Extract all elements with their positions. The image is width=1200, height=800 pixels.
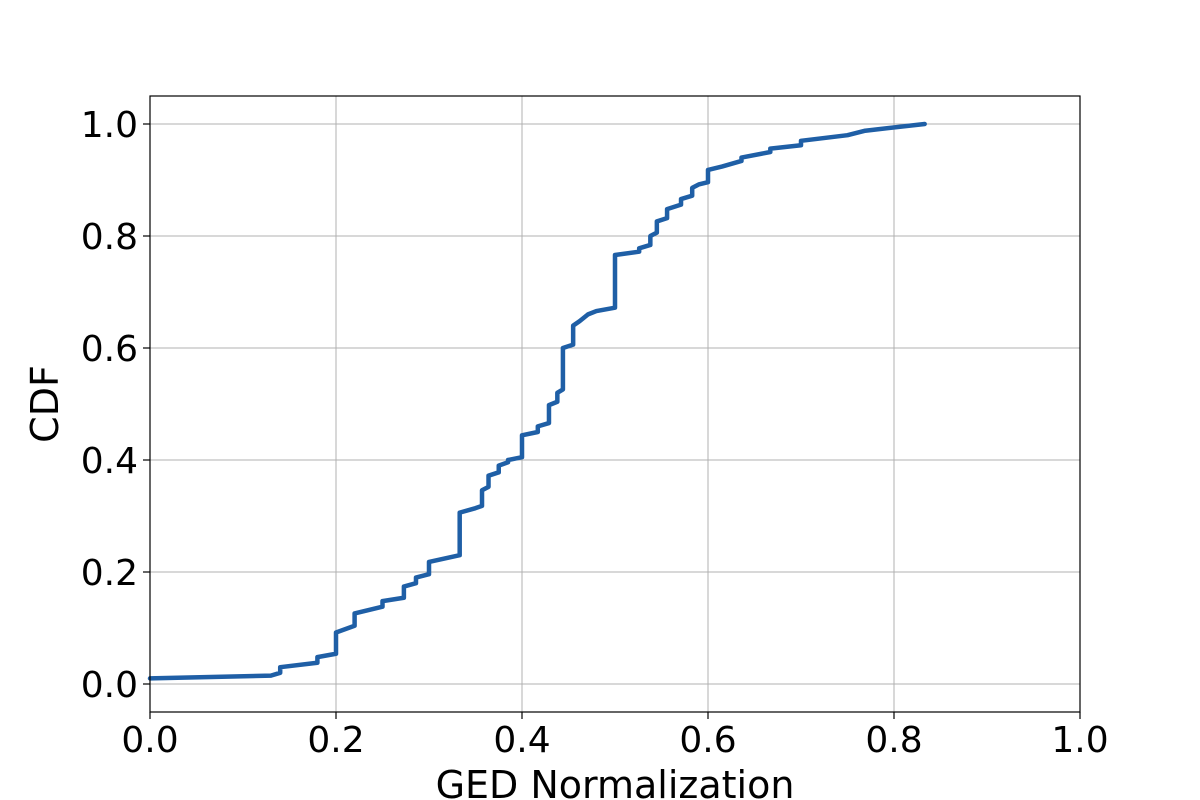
y-tick-label: 0.8 xyxy=(81,217,138,258)
y-tick-label: 0.4 xyxy=(81,441,138,482)
y-tick-label: 0.2 xyxy=(81,553,138,594)
y-axis-label: CDF xyxy=(23,365,67,443)
grid-lines xyxy=(149,96,1081,712)
x-axis-label: GED Normalization xyxy=(436,763,795,800)
x-tick-label: 1.0 xyxy=(1051,720,1108,761)
plot-frame xyxy=(149,95,1081,713)
x-tick-label: 0.4 xyxy=(493,720,550,761)
cdf-series-line xyxy=(147,121,927,681)
y-tick-label: 1.0 xyxy=(81,105,138,146)
x-tick-label: 0.8 xyxy=(865,720,922,761)
x-tick-label: 0.6 xyxy=(679,720,736,761)
x-tick-label: 0.0 xyxy=(121,720,178,761)
x-tick-label: 0.2 xyxy=(307,720,364,761)
axis-ticks: 0.0 0.2 0.4 0.6 0.8 1.0 0.0 0.2 0.4 0.6 0.8 1.0 xyxy=(81,105,1109,761)
y-tick-label: 0.0 xyxy=(81,665,138,706)
y-tick-label: 0.6 xyxy=(81,329,138,370)
